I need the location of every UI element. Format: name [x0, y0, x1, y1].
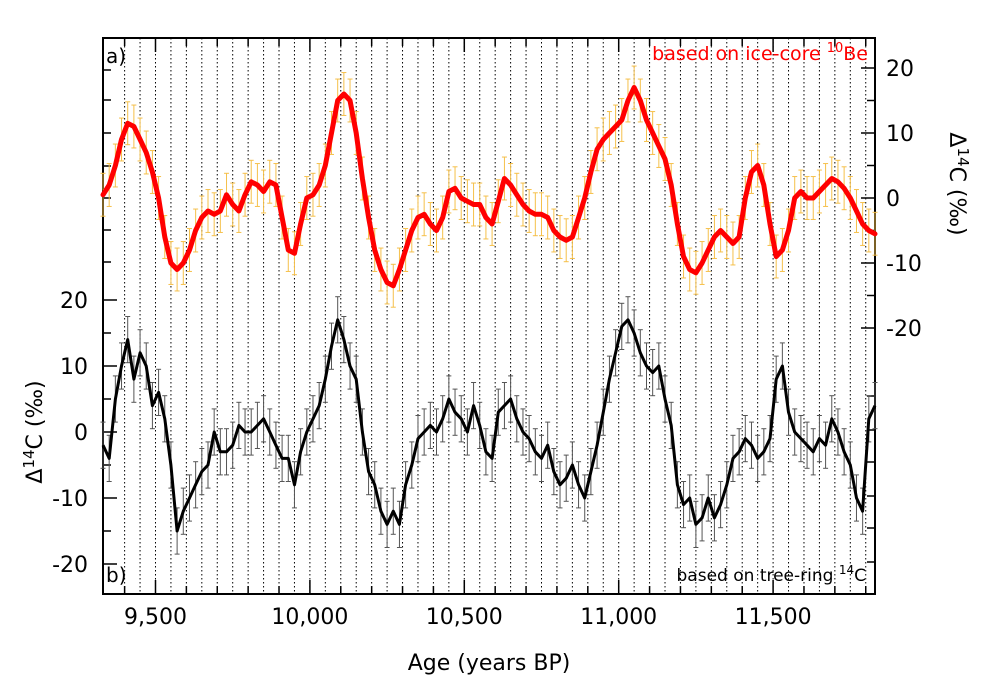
panel-b-series-line	[101, 318, 877, 533]
tick-labels: 9,500 10,000 10,500 11,000 11,500 20 10 0 -10 -20…	[52, 57, 922, 630]
right-y-axis-title: Δ14C (‰)	[944, 132, 972, 235]
panel-a-series-line	[100, 85, 878, 289]
axis-ticks	[103, 38, 875, 594]
x-tick-label: 11,000	[580, 605, 657, 630]
right-y-axis-title-sup: 14	[954, 147, 972, 166]
left-y-tick-label: 20	[60, 289, 88, 314]
left-y-tick-label: 10	[60, 355, 88, 380]
panel-b-annotation: based on tree-ring 14C	[677, 563, 866, 586]
panel-a-label: a)	[106, 44, 126, 68]
x-tick-label: 11,500	[735, 605, 812, 630]
left-y-tick-label: -10	[52, 487, 88, 512]
panel-a-annotation: based on ice-core 10Be	[652, 41, 868, 65]
left-y-tick-label: 0	[74, 421, 88, 446]
right-y-tick-label: 0	[886, 187, 900, 212]
right-y-tick-label: 20	[886, 57, 914, 82]
x-axis-title: Age (years BP)	[408, 651, 571, 676]
panel-b-annotation-suffix: C	[854, 566, 866, 586]
vertical-reference-lines	[124, 38, 867, 594]
panel-b-label: b)	[106, 563, 127, 587]
plot-frame	[102, 37, 876, 595]
panel-a-errorbars	[100, 65, 878, 308]
x-tick-label: 9,500	[124, 605, 187, 630]
left-y-axis-title-prefix: Δ	[23, 469, 48, 484]
left-y-tick-label: -20	[52, 553, 88, 578]
left-y-axis-title-sup: 14	[20, 449, 38, 468]
right-y-tick-label: 10	[886, 122, 914, 147]
x-tick-label: 10,500	[426, 605, 503, 630]
left-y-axis-title: Δ14C (‰)	[20, 380, 48, 483]
panel-a-annotation-text: based on ice-core	[652, 43, 827, 65]
left-y-axis-title-suffix: C (‰)	[23, 380, 48, 449]
panel-a-annotation-sup: 10	[827, 41, 844, 56]
panel-b-annotation-sup: 14	[839, 563, 854, 577]
right-y-tick-label: -20	[886, 317, 922, 342]
x-tick-label: 10,000	[271, 605, 348, 630]
panel-a-annotation-suffix: Be	[843, 43, 868, 65]
right-y-axis-title-suffix: C (‰)	[944, 167, 969, 236]
panel-b-annotation-text: based on tree-ring	[677, 566, 839, 586]
right-y-tick-label: -10	[886, 252, 922, 277]
right-y-axis-title-prefix: Δ	[944, 132, 969, 147]
